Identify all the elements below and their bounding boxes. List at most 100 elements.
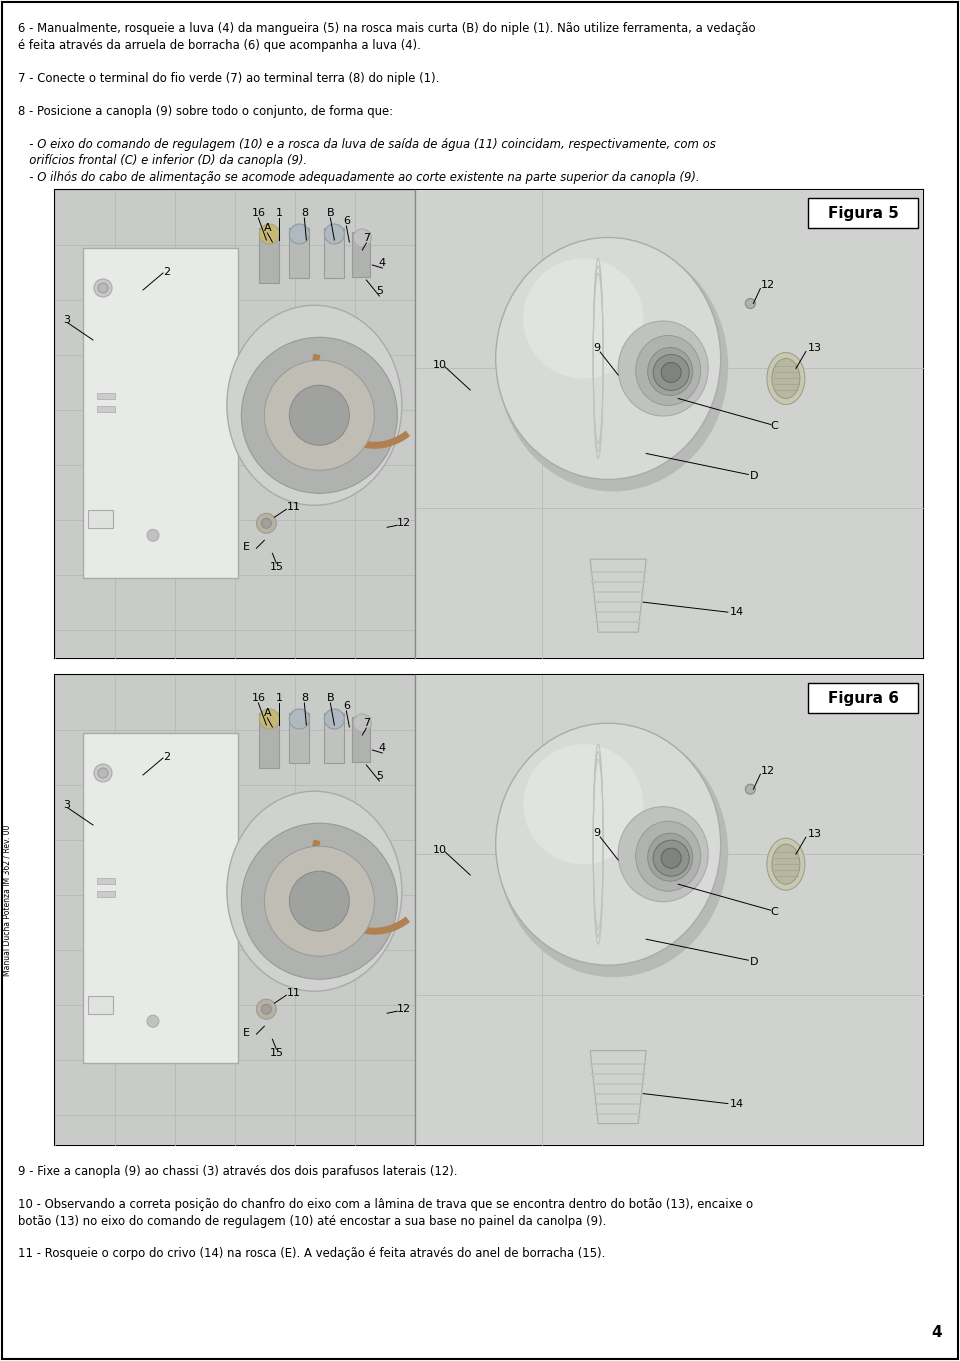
Circle shape [324, 709, 345, 729]
Ellipse shape [772, 844, 800, 885]
Circle shape [745, 784, 756, 795]
Text: 2: 2 [163, 753, 170, 762]
Text: 12: 12 [397, 519, 411, 528]
Text: 1: 1 [276, 208, 283, 218]
Bar [97, 891, 115, 897]
Ellipse shape [618, 807, 708, 902]
Bar [324, 713, 345, 764]
Text: - O ilhós do cabo de alimentação se acomode adequadamente ao corte existente na : - O ilhós do cabo de alimentação se acom… [18, 170, 700, 184]
Polygon shape [590, 1051, 646, 1124]
Text: Figura 6: Figura 6 [828, 690, 899, 705]
Circle shape [147, 529, 159, 542]
Circle shape [98, 768, 108, 778]
Bar [83, 248, 238, 578]
Text: 6: 6 [343, 216, 349, 226]
Text: A: A [264, 223, 271, 233]
Circle shape [94, 279, 112, 297]
Text: 12: 12 [397, 1004, 411, 1014]
Text: A: A [264, 708, 271, 719]
Text: 8: 8 [300, 693, 308, 704]
Text: B: B [326, 208, 334, 218]
Bar [55, 191, 923, 657]
Ellipse shape [767, 352, 804, 404]
Bar [416, 675, 923, 1145]
Text: 10 - Observando a correta posição do chanfro do eixo com a lâmina de trava que s: 10 - Observando a correta posição do cha… [18, 1198, 754, 1211]
Text: 7: 7 [363, 233, 370, 244]
Text: 7: 7 [363, 719, 370, 728]
Ellipse shape [227, 791, 402, 991]
Circle shape [353, 229, 372, 246]
Circle shape [241, 338, 397, 493]
Circle shape [256, 999, 276, 1019]
Text: 16: 16 [252, 693, 265, 704]
Text: botão (13) no eixo do comando de regulagem (10) até encostar a sua base no paine: botão (13) no eixo do comando de regulag… [18, 1214, 607, 1228]
Bar [97, 393, 115, 399]
Circle shape [147, 1015, 159, 1028]
Circle shape [264, 847, 374, 957]
Bar [808, 683, 918, 713]
Text: D: D [751, 957, 758, 968]
Text: 5: 5 [376, 286, 383, 295]
Text: B: B [326, 693, 334, 704]
Text: 9: 9 [593, 343, 600, 352]
Circle shape [661, 848, 682, 868]
Ellipse shape [636, 335, 701, 406]
Text: 6: 6 [343, 701, 349, 710]
Text: 13: 13 [808, 829, 822, 840]
Bar [55, 675, 416, 1145]
Text: 4: 4 [379, 259, 386, 268]
Text: 11 - Rosqueie o corpo do crivo (14) na rosca (E). A vedação é feita através do a: 11 - Rosqueie o corpo do crivo (14) na r… [18, 1248, 606, 1260]
Text: 14: 14 [730, 1098, 744, 1109]
Ellipse shape [523, 744, 643, 864]
Text: Manual Ducha Potenza IM 362 / Rev. 00: Manual Ducha Potenza IM 362 / Rev. 00 [3, 825, 12, 976]
Circle shape [241, 823, 397, 979]
Ellipse shape [618, 321, 708, 416]
Text: 9: 9 [593, 827, 600, 838]
Circle shape [261, 1004, 272, 1014]
Text: 3: 3 [63, 800, 70, 810]
Circle shape [264, 361, 374, 471]
Bar [289, 713, 309, 764]
Circle shape [661, 362, 682, 382]
Text: C: C [771, 908, 779, 917]
Bar [55, 191, 416, 657]
Text: é feita através da arruela de borracha (6) que acompanha a luva (4).: é feita através da arruela de borracha (… [18, 38, 420, 52]
Bar [352, 231, 371, 278]
Text: 2: 2 [163, 267, 170, 278]
Text: 15: 15 [270, 562, 283, 572]
Ellipse shape [498, 241, 729, 491]
Text: 8: 8 [300, 208, 308, 218]
Circle shape [94, 764, 112, 783]
Text: 13: 13 [808, 343, 822, 354]
Bar [259, 229, 279, 283]
Text: orifícios frontal (C) e inferior (D) da canopla (9).: orifícios frontal (C) e inferior (D) da … [18, 154, 307, 167]
Circle shape [653, 354, 689, 391]
Bar [259, 713, 279, 768]
Text: 10: 10 [433, 845, 447, 855]
Circle shape [324, 225, 345, 244]
Text: 11: 11 [286, 988, 300, 998]
Text: 7 - Conecte o terminal do fio verde (7) ao terminal terra (8) do niple (1).: 7 - Conecte o terminal do fio verde (7) … [18, 72, 440, 84]
Polygon shape [590, 559, 646, 632]
Ellipse shape [495, 723, 721, 965]
Bar [352, 717, 371, 762]
Bar [55, 675, 923, 1145]
Bar [88, 996, 113, 1014]
Bar [289, 229, 309, 278]
Text: 12: 12 [760, 280, 775, 290]
Text: 1: 1 [276, 693, 283, 704]
Ellipse shape [648, 833, 693, 881]
Circle shape [289, 871, 349, 931]
Ellipse shape [523, 259, 643, 378]
Text: 16: 16 [252, 208, 265, 218]
Text: 4: 4 [931, 1326, 942, 1341]
Text: 10: 10 [433, 361, 447, 370]
Text: D: D [751, 471, 758, 482]
Bar [324, 229, 345, 278]
Circle shape [289, 225, 309, 244]
Bar [88, 510, 113, 528]
Circle shape [289, 385, 349, 445]
Text: 8 - Posicione a canopla (9) sobre todo o conjunto, de forma que:: 8 - Posicione a canopla (9) sobre todo o… [18, 105, 394, 117]
Ellipse shape [767, 838, 804, 890]
Text: 14: 14 [730, 607, 744, 617]
